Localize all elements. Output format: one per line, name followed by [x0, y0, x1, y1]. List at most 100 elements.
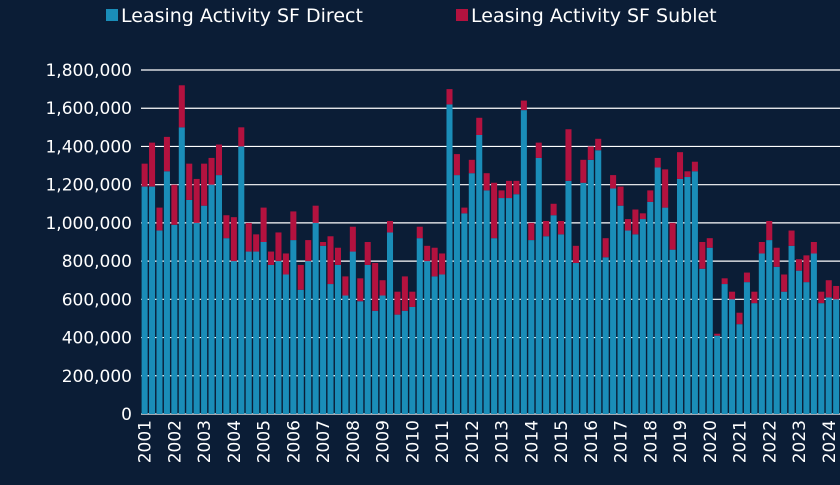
bar-segment	[461, 207, 468, 214]
bar-segment	[528, 240, 535, 414]
legend-label: Leasing Activity SF Sublet	[471, 5, 717, 27]
bar-segment	[238, 146, 245, 414]
bar-segment	[528, 222, 535, 241]
x-tick-label: 2004	[225, 420, 245, 463]
bar-segment	[505, 198, 513, 414]
y-tick-label: 600,000	[62, 290, 132, 310]
bar-segment	[320, 242, 327, 246]
bar-segment	[483, 190, 490, 414]
bar-segment	[654, 157, 661, 168]
bar-segment	[171, 184, 178, 225]
bar-segment	[163, 171, 170, 414]
bar-segment	[334, 247, 341, 265]
bar-segment	[736, 312, 743, 325]
bar-segment	[558, 234, 565, 414]
bar-segment	[268, 264, 275, 414]
bar-segment	[431, 247, 438, 277]
bar-segment	[342, 276, 349, 296]
bar-segment	[327, 236, 334, 285]
bar-segment	[677, 152, 684, 179]
bar-segment	[290, 211, 297, 241]
bar-segment	[550, 203, 557, 216]
bar-segment	[729, 291, 736, 300]
bar-segment	[238, 127, 245, 147]
bar-segment	[491, 182, 498, 239]
bar-segment	[602, 238, 609, 258]
x-tick-label: 2013	[493, 420, 513, 463]
bar-segment	[513, 180, 520, 195]
y-tick-label: 1,800,000	[45, 61, 132, 81]
bar-segment	[572, 263, 579, 414]
bar-segment	[461, 213, 468, 414]
bar-segment	[714, 335, 721, 414]
bar-segment	[751, 303, 758, 414]
x-tick-label: 2006	[284, 420, 304, 463]
x-tick-label: 2017	[612, 420, 632, 463]
bar-segment	[788, 230, 795, 246]
bar-segment	[416, 226, 423, 239]
bar-segment	[550, 215, 557, 414]
x-tick-label: 2010	[403, 420, 423, 463]
bar-segment	[803, 282, 810, 414]
x-tick-label: 2021	[731, 420, 751, 463]
bar-segment	[230, 261, 237, 414]
bar-segment	[357, 278, 364, 302]
bar-segment	[439, 253, 446, 275]
bar-segment	[305, 261, 312, 414]
y-tick-label: 800,000	[62, 252, 132, 272]
bar-segment	[572, 245, 579, 264]
bar-segment	[795, 259, 803, 271]
bar-segment	[565, 129, 572, 181]
bar-segment	[706, 247, 713, 414]
bar-segment	[476, 117, 483, 135]
bar-segment	[721, 284, 728, 414]
bar-segment	[639, 213, 646, 220]
bar-segment	[297, 289, 304, 414]
bar-segment	[446, 89, 453, 105]
bar-segment	[758, 242, 765, 254]
bar-segment	[163, 136, 170, 172]
bar-segment	[825, 280, 832, 298]
bar-segment	[766, 240, 773, 414]
bar-segment	[691, 161, 698, 172]
bar-segment	[327, 284, 334, 414]
bar-segment	[699, 268, 706, 414]
bar-segment	[334, 264, 341, 414]
bar-segment	[320, 245, 327, 414]
bar-segment	[201, 163, 208, 206]
bar-segment	[424, 261, 431, 414]
bar-segment	[290, 240, 297, 414]
bar-segment	[669, 249, 676, 414]
bar-segment	[275, 261, 282, 414]
bar-segment	[721, 278, 728, 285]
bar-segment	[312, 222, 319, 414]
bar-segment	[193, 178, 200, 223]
x-tick-label: 2005	[255, 420, 275, 463]
bar-segment	[208, 157, 215, 185]
bar-segment	[245, 251, 252, 414]
bar-segment	[253, 234, 260, 252]
bar-segment	[282, 253, 289, 275]
bar-segment	[439, 274, 446, 414]
bar-segment	[624, 219, 631, 231]
bar-segment	[446, 104, 453, 415]
bar-segment	[253, 251, 260, 414]
bar-segment	[714, 333, 721, 336]
x-tick-label: 2012	[463, 420, 483, 463]
bar-segment	[810, 242, 817, 254]
bar-segment	[662, 207, 669, 414]
bar-segment	[178, 127, 185, 414]
bar-segment	[669, 222, 676, 250]
bar-segment	[706, 238, 713, 248]
bar-segment	[639, 219, 646, 414]
bar-segment	[312, 205, 319, 223]
x-tick-label: 2009	[374, 420, 394, 463]
x-tick-label: 2024	[820, 420, 840, 463]
bar-segment	[178, 85, 185, 128]
x-tick-label: 2014	[522, 420, 542, 463]
bar-segment	[364, 242, 371, 265]
bar-segment	[453, 154, 460, 176]
bar-segment	[186, 163, 193, 200]
bar-segment	[795, 270, 803, 414]
bar-segment	[595, 150, 602, 414]
